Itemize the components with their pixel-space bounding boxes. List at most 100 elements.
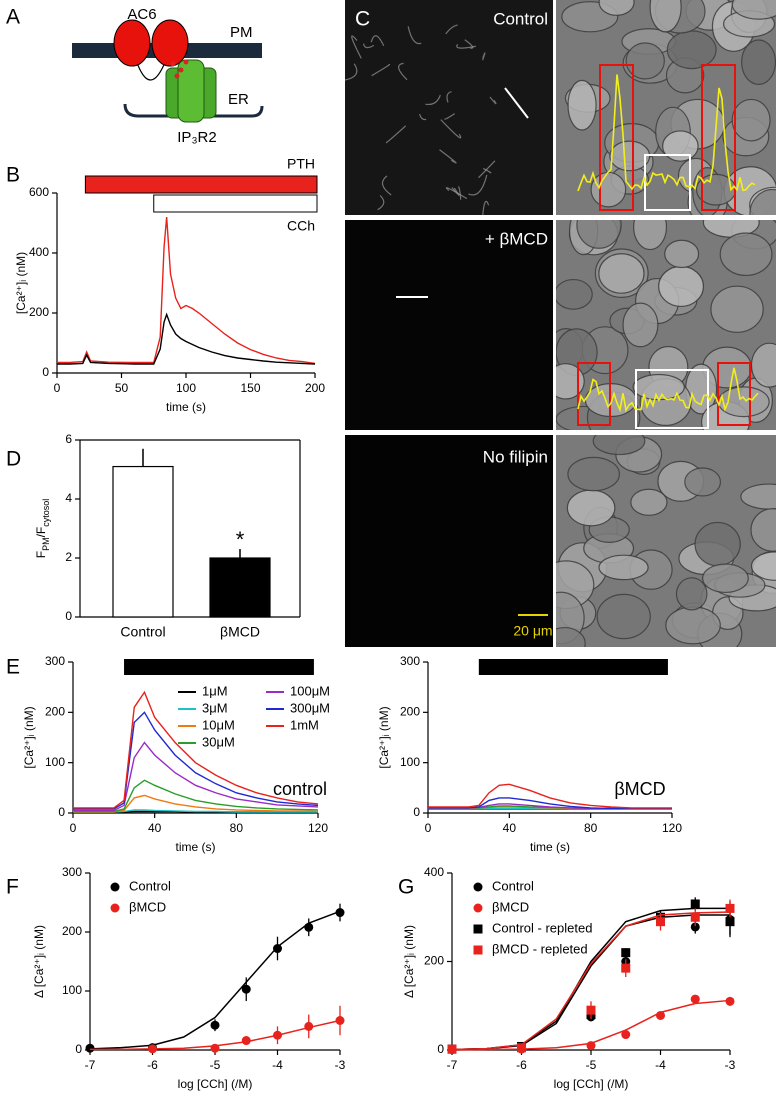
membrane-network [345, 24, 497, 215]
treatment-bar [153, 194, 318, 213]
roi-box [635, 369, 709, 429]
legend-label: 10μM [202, 717, 235, 732]
marker [621, 963, 631, 973]
cell [717, 386, 770, 418]
cell [666, 30, 717, 70]
y-axis-label-part: F [34, 551, 48, 558]
legend-label: 3μM [202, 700, 228, 715]
trace [73, 741, 319, 812]
y-tick-label: 4 [65, 491, 72, 505]
cell [719, 232, 773, 277]
legend-label: Control [129, 878, 171, 893]
cell [731, 98, 771, 142]
marker [656, 917, 665, 927]
marker [304, 1021, 314, 1031]
cell [566, 489, 616, 527]
x-tick-label: 150 [240, 381, 260, 395]
marker [621, 1030, 631, 1040]
marker [148, 1044, 157, 1054]
x-tick-label: -6 [147, 1058, 158, 1072]
annotation: βMCD [614, 779, 665, 799]
cell [567, 79, 597, 131]
x-tick-label: 200 [305, 381, 325, 395]
y-tick-label: 300 [400, 654, 420, 668]
cell [556, 278, 593, 310]
marker [273, 944, 282, 954]
y-tick-label: 100 [62, 983, 82, 997]
y-axis-label: Δ [Ca²⁺]ᵢ (nM) [402, 925, 416, 998]
cell [592, 435, 646, 456]
cell [750, 342, 776, 388]
marker [586, 1041, 596, 1051]
x-tick-label: 40 [503, 821, 517, 835]
bar [209, 557, 271, 618]
y-axis-label: [Ca²⁺]ᵢ (nM) [22, 706, 36, 768]
membrane-stain [482, 200, 490, 215]
x-tick-label: -5 [586, 1058, 597, 1072]
y-tick-label: 0 [42, 365, 49, 379]
membrane-stain [439, 149, 457, 164]
ac6-loop [135, 59, 167, 81]
marker [586, 1005, 596, 1015]
x-axis-label: time (s) [176, 840, 216, 854]
cell [609, 140, 651, 172]
marker [273, 1030, 282, 1040]
marker [725, 996, 735, 1006]
trace [73, 690, 319, 809]
marker [304, 922, 314, 932]
y-tick-label: 100 [45, 755, 65, 769]
legend-label: Control - repleted [492, 920, 592, 935]
x-tick-label: -7 [85, 1058, 96, 1072]
y-tick-label: 0 [65, 609, 72, 623]
category-label: Control [120, 624, 165, 640]
y-axis-label-part: cytosol [41, 499, 51, 527]
cell [664, 239, 700, 269]
diagram-label: PM [230, 24, 253, 41]
y-tick-label: 2 [65, 550, 72, 564]
marker [690, 922, 700, 932]
cell [567, 456, 620, 492]
x-tick-label: 80 [230, 821, 244, 835]
marker [690, 994, 700, 1004]
condition-label: Control [493, 9, 548, 28]
trace [73, 809, 318, 813]
fit-curve [451, 911, 731, 1051]
marker [335, 1016, 345, 1025]
roi-box [717, 362, 751, 426]
condition-label: + βMCD [485, 229, 548, 248]
x-tick-label: 40 [148, 821, 162, 835]
marker [335, 908, 345, 918]
cell [630, 488, 668, 516]
legend-marker [110, 903, 120, 913]
membrane-stain [446, 91, 452, 103]
marker [517, 1043, 526, 1053]
membrane-stain [482, 52, 486, 61]
diagram-label: ER [228, 91, 249, 108]
ac6-domain [113, 19, 151, 67]
roi-box [701, 64, 736, 211]
treatment-bar [84, 175, 318, 194]
x-tick-label: 50 [115, 381, 129, 395]
y-tick-label: 0 [437, 1042, 444, 1056]
y-axis-label-part: PM [41, 537, 51, 551]
panel-label: F [6, 876, 19, 899]
membrane-stain [351, 35, 362, 59]
legend-marker [110, 882, 120, 892]
x-axis-label: time (s) [166, 400, 206, 414]
y-axis-label: FPM/Fcytosol [34, 499, 51, 559]
diagram-label: IP₃R2 [177, 129, 216, 146]
cell [598, 0, 635, 16]
cell [662, 130, 699, 162]
y-tick-label: 6 [65, 432, 72, 446]
cell [665, 606, 721, 645]
x-tick-label: -4 [655, 1058, 666, 1072]
camp-dot [183, 59, 189, 65]
marker [210, 1043, 220, 1053]
x-tick-label: 120 [662, 821, 682, 835]
cell [598, 554, 649, 581]
membrane-stain [362, 43, 375, 49]
dic-cells [556, 220, 776, 430]
marker [241, 984, 251, 994]
